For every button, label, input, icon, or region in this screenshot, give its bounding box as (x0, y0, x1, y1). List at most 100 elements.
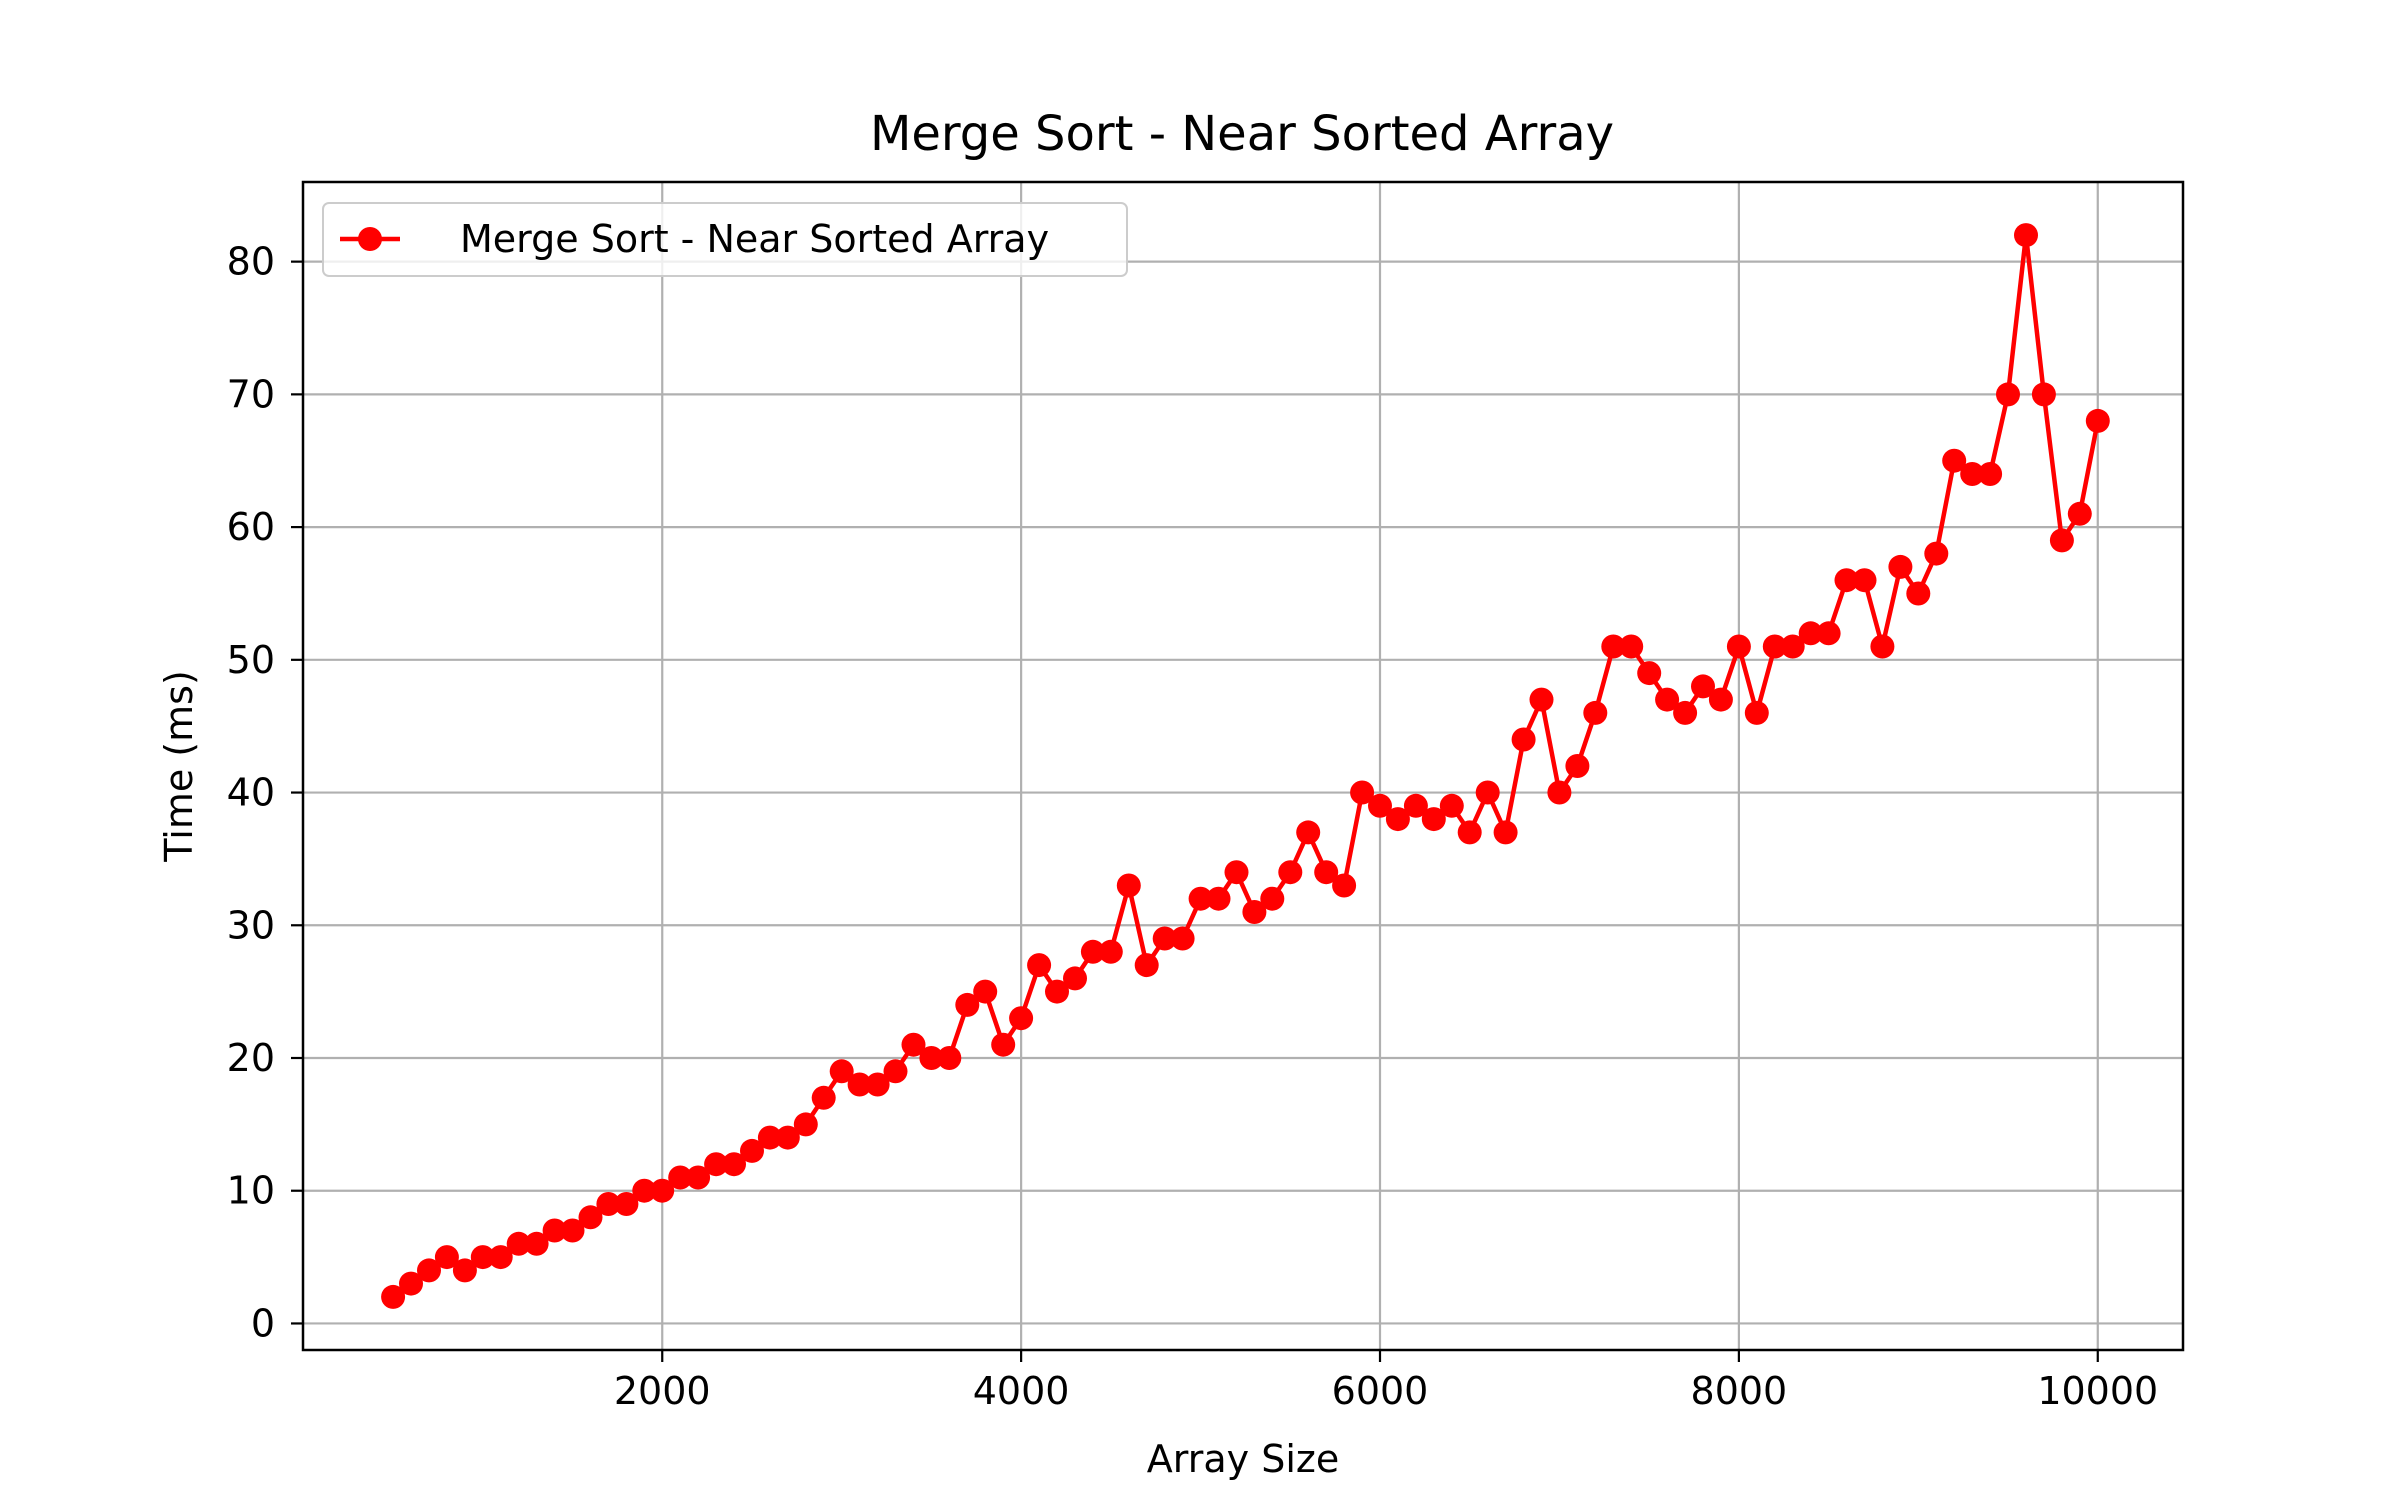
data-point (417, 1258, 441, 1283)
data-point (1780, 634, 1805, 659)
data-point (1619, 634, 1644, 659)
data-point (596, 1192, 621, 1216)
data-point (1655, 687, 1680, 712)
y-tick-label: 50 (227, 638, 275, 682)
data-point (1924, 541, 1949, 566)
data-point (1870, 634, 1895, 659)
data-point (1529, 687, 1554, 712)
y-tick-label: 70 (227, 372, 275, 416)
data-point (793, 1112, 818, 1137)
x-tick-label: 8000 (1691, 1369, 1788, 1413)
data-point (2049, 528, 2074, 553)
data-point (1978, 462, 2003, 486)
data-point (1098, 939, 1123, 964)
data-point (578, 1205, 603, 1230)
data-point (399, 1271, 423, 1296)
data-point (1942, 448, 1967, 473)
data-point (1314, 860, 1339, 885)
data-point (1134, 953, 1159, 978)
data-point (937, 1046, 962, 1070)
y-tick-label: 60 (227, 505, 275, 549)
data-point (1332, 873, 1357, 898)
legend-box (322, 202, 1128, 277)
data-point (1063, 966, 1087, 991)
data-point (632, 1178, 657, 1203)
data-point (1691, 674, 1715, 699)
data-point (1906, 581, 1931, 606)
data-point (381, 1284, 406, 1309)
data-point (1403, 793, 1428, 818)
data-point (506, 1231, 531, 1256)
data-point (1475, 780, 1500, 805)
plot-area-frame (301, 180, 2185, 1352)
data-point (1045, 979, 1069, 1004)
data-point (1708, 687, 1733, 712)
data-point (1027, 953, 1052, 978)
data-point (2031, 382, 2056, 407)
y-axis-label: Time (ms) (157, 670, 201, 863)
legend: Merge Sort - Near Sorted Array (322, 202, 1128, 277)
data-point (1493, 820, 1518, 845)
series-layer (381, 223, 2110, 1309)
data-point (1350, 780, 1375, 805)
legend-marker-swatch (358, 227, 382, 251)
data-point (1726, 634, 1751, 659)
data-point (1960, 462, 1985, 486)
y-tick-label: 10 (227, 1169, 275, 1213)
axis-ticks: 2000 4000 6000 8000 10000 0 10 20 30 40 50 60 70 80 (227, 240, 2159, 1413)
data-point (1816, 621, 1841, 646)
data-point (1852, 568, 1877, 593)
data-point (1224, 860, 1249, 885)
data-point (1368, 793, 1392, 818)
x-tick-label: 10000 (2037, 1369, 2158, 1413)
data-point (1296, 820, 1321, 845)
data-point (1637, 661, 1662, 686)
data-point (1009, 1006, 1034, 1031)
chart-title: Merge Sort - Near Sorted Array (870, 106, 1614, 162)
data-point (1583, 700, 1608, 725)
data-point (1798, 621, 1823, 646)
data-point (829, 1059, 854, 1084)
data-point (865, 1072, 890, 1097)
data-point (955, 992, 980, 1017)
data-point (1116, 873, 1141, 898)
data-point (560, 1218, 585, 1243)
data-point (1080, 939, 1105, 964)
y-tick-label: 30 (227, 903, 275, 947)
data-point (686, 1165, 711, 1190)
data-point (1421, 807, 1446, 832)
data-point (811, 1085, 836, 1110)
data-point (704, 1152, 729, 1177)
data-point (1511, 727, 1536, 752)
data-point (488, 1245, 513, 1270)
data-point (901, 1032, 926, 1057)
data-point (1601, 634, 1626, 659)
data-point (1565, 754, 1590, 778)
data-point (1188, 886, 1213, 911)
data-point (1152, 926, 1177, 951)
data-point (668, 1165, 693, 1190)
data-point (1439, 793, 1464, 818)
data-point (524, 1231, 549, 1256)
data-point (1170, 926, 1195, 951)
data-point (740, 1138, 764, 1163)
data-point (973, 979, 998, 1004)
data-point (757, 1125, 782, 1150)
data-point (1206, 886, 1231, 911)
y-tick-label: 0 (251, 1301, 275, 1345)
data-point (470, 1245, 495, 1270)
grid-lines (303, 182, 2183, 1350)
data-point (1278, 860, 1303, 885)
y-tick-label: 80 (227, 240, 275, 284)
y-tick-label: 20 (227, 1036, 275, 1080)
data-point (2014, 223, 2038, 248)
data-point (614, 1192, 639, 1216)
data-point (1834, 568, 1859, 593)
x-axis-label: Array Size (1147, 1437, 1339, 1481)
data-point (1547, 780, 1572, 805)
data-point (919, 1046, 944, 1070)
data-point (883, 1059, 908, 1084)
legend-entry-label: Merge Sort - Near Sorted Array (460, 217, 1049, 261)
data-point (991, 1032, 1016, 1057)
